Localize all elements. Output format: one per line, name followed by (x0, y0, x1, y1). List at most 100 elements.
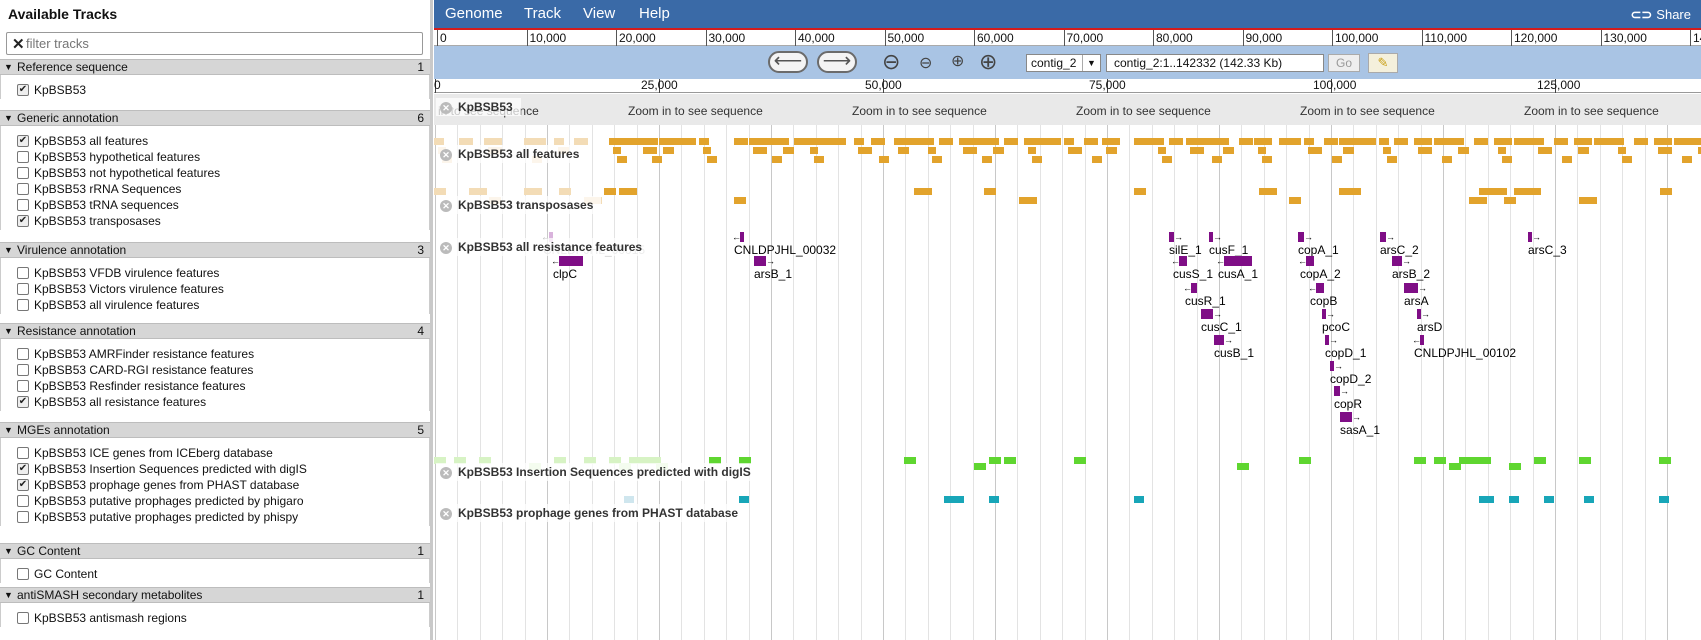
zoom-out-more-icon[interactable]: ⊖ (882, 49, 901, 74)
feature-glyph[interactable] (974, 138, 996, 145)
feature-glyph[interactable] (989, 457, 1001, 464)
feature-glyph[interactable] (959, 138, 977, 145)
feature-glyph[interactable] (1474, 138, 1488, 145)
feature-glyph[interactable] (1379, 138, 1389, 145)
feature-glyph[interactable] (559, 188, 571, 195)
feature-glyph[interactable] (1154, 138, 1164, 145)
feature-glyph[interactable] (1394, 138, 1408, 145)
feature-glyph[interactable] (944, 496, 954, 503)
feature-glyph[interactable] (1304, 138, 1314, 145)
feature-glyph[interactable] (1084, 138, 1098, 145)
feature-glyph[interactable] (734, 138, 748, 145)
feature-glyph[interactable] (1004, 138, 1018, 145)
feature-glyph[interactable] (1584, 496, 1594, 503)
resistance-feature[interactable] (754, 256, 766, 266)
zoom-in-icon[interactable]: ⊕ (951, 53, 965, 70)
category-header[interactable]: ▼ Virulence annotation 3 (0, 242, 430, 258)
feature-glyph[interactable] (1102, 138, 1120, 145)
close-icon[interactable]: ✕ (440, 466, 452, 479)
feature-glyph[interactable] (1660, 188, 1672, 195)
feature-glyph[interactable] (1514, 138, 1536, 145)
feature-glyph[interactable] (879, 156, 889, 163)
feature-glyph[interactable] (814, 156, 824, 163)
feature-glyph[interactable] (1134, 188, 1146, 195)
track-label-all-features[interactable]: ✕ KpBSB53 all features (436, 145, 588, 163)
resistance-feature[interactable] (1201, 309, 1213, 319)
resistance-feature[interactable] (740, 232, 744, 242)
feature-glyph[interactable] (554, 457, 566, 464)
feature-glyph[interactable] (1134, 496, 1144, 503)
feature-glyph[interactable] (1479, 188, 1491, 195)
resistance-feature[interactable] (1417, 309, 1421, 319)
resistance-feature[interactable] (1404, 283, 1418, 293)
feature-glyph[interactable] (1074, 457, 1086, 464)
feature-glyph[interactable] (1219, 138, 1229, 145)
feature-glyph[interactable] (1190, 147, 1204, 154)
feature-glyph[interactable] (954, 496, 964, 503)
feature-glyph[interactable] (707, 156, 717, 163)
feature-glyph[interactable] (1414, 457, 1426, 464)
feature-glyph[interactable] (1064, 138, 1074, 145)
feature-glyph[interactable] (524, 188, 542, 195)
feature-glyph[interactable] (1343, 147, 1354, 154)
feature-glyph[interactable] (652, 156, 662, 163)
feature-glyph[interactable] (1032, 156, 1042, 163)
close-icon[interactable]: ✕ (440, 148, 452, 161)
feature-glyph[interactable] (1039, 138, 1061, 145)
feature-glyph[interactable] (783, 147, 794, 154)
feature-glyph[interactable] (1479, 457, 1491, 464)
feature-glyph[interactable] (928, 147, 936, 154)
feature-glyph[interactable] (1534, 457, 1546, 464)
track-checkbox[interactable] (17, 511, 29, 523)
filter-tracks-input[interactable] (26, 34, 416, 53)
feature-glyph[interactable] (644, 138, 658, 145)
resistance-feature[interactable] (1380, 232, 1386, 242)
feature-glyph[interactable] (1068, 147, 1082, 154)
feature-glyph[interactable] (753, 147, 767, 154)
feature-glyph[interactable] (479, 457, 491, 464)
feature-glyph[interactable] (1349, 188, 1361, 195)
feature-glyph[interactable] (1484, 496, 1494, 503)
resistance-feature[interactable] (559, 256, 583, 266)
feature-glyph[interactable] (739, 496, 749, 503)
track-checkbox[interactable] (17, 568, 29, 580)
track-checkbox[interactable] (17, 199, 29, 211)
feature-glyph[interactable] (709, 457, 721, 464)
feature-glyph[interactable] (1028, 147, 1036, 154)
track-checkbox[interactable]: ✔ (17, 479, 29, 491)
feature-glyph[interactable] (824, 138, 846, 145)
feature-glyph[interactable] (1504, 197, 1516, 204)
clear-filter-icon[interactable]: ✕ (12, 36, 25, 53)
feature-glyph[interactable] (749, 138, 767, 145)
resistance-feature[interactable] (1528, 232, 1532, 242)
feature-glyph[interactable] (984, 188, 996, 195)
feature-glyph[interactable] (1442, 156, 1452, 163)
feature-glyph[interactable] (1258, 147, 1266, 154)
feature-glyph[interactable] (779, 138, 789, 145)
feature-glyph[interactable] (1682, 156, 1692, 163)
feature-glyph[interactable] (1237, 463, 1249, 470)
feature-glyph[interactable] (1489, 188, 1507, 195)
resistance-feature[interactable] (1322, 309, 1326, 319)
menu-genome[interactable]: Genome (445, 5, 503, 22)
feature-glyph[interactable] (1279, 138, 1301, 145)
filter-box[interactable]: ✕ (6, 32, 423, 55)
feature-glyph[interactable] (484, 138, 502, 145)
feature-glyph[interactable] (1594, 138, 1616, 145)
feature-glyph[interactable] (1262, 156, 1272, 163)
resistance-feature[interactable] (1169, 232, 1174, 242)
feature-glyph[interactable] (434, 457, 446, 464)
track-checkbox[interactable]: ✔ (17, 396, 29, 408)
feature-glyph[interactable] (659, 138, 677, 145)
feature-glyph[interactable] (993, 147, 1004, 154)
feature-glyph[interactable] (613, 147, 621, 154)
track-checkbox[interactable] (17, 283, 29, 295)
collapse-triangle-icon[interactable]: ▼ (4, 546, 13, 556)
feature-glyph[interactable] (734, 197, 746, 204)
feature-glyph[interactable] (1614, 138, 1624, 145)
track-checkbox[interactable]: ✔ (17, 84, 29, 96)
feature-glyph[interactable] (609, 138, 627, 145)
feature-glyph[interactable] (663, 147, 674, 154)
feature-glyph[interactable] (924, 138, 934, 145)
category-header[interactable]: ▼ Reference sequence 1 (0, 59, 430, 75)
